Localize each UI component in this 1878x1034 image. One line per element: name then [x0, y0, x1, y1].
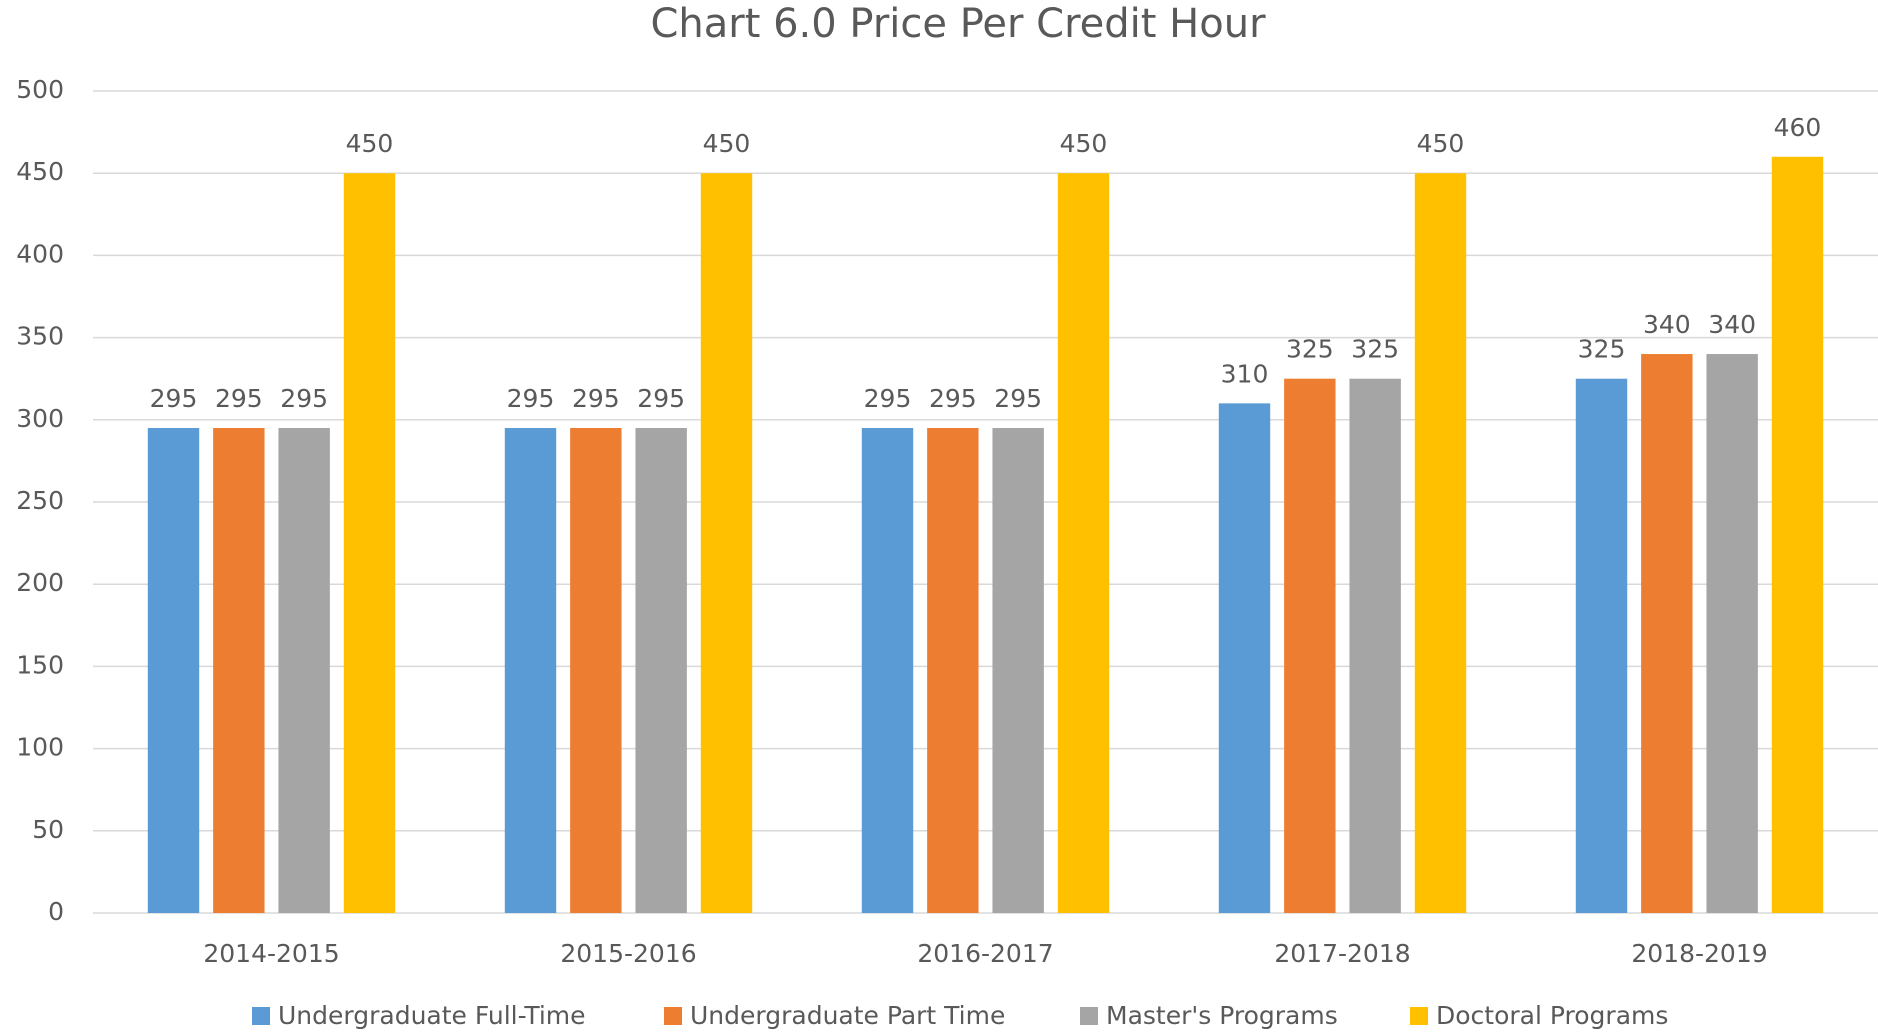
y-tick-label: 500 — [16, 75, 64, 104]
y-tick-label: 250 — [16, 486, 64, 515]
data-label: 460 — [1774, 113, 1822, 142]
data-label: 450 — [346, 129, 394, 158]
bar — [1349, 378, 1401, 913]
data-label: 295 — [929, 384, 977, 413]
legend-label: Master's Programs — [1106, 1001, 1338, 1030]
legend-label: Undergraduate Part Time — [690, 1001, 1005, 1030]
x-tick-label: 2018-2019 — [1631, 939, 1767, 968]
y-tick-label: 300 — [16, 404, 64, 433]
bar — [700, 173, 753, 913]
bar — [570, 428, 622, 913]
data-label: 340 — [1708, 310, 1756, 339]
data-label: 340 — [1643, 310, 1691, 339]
bar — [1641, 354, 1693, 913]
legend-label: Doctoral Programs — [1436, 1001, 1668, 1030]
bar — [1284, 378, 1336, 913]
chart-title: Chart 6.0 Price Per Credit Hour — [650, 1, 1266, 47]
bar — [927, 428, 979, 913]
y-tick-label: 150 — [16, 650, 64, 679]
data-label: 310 — [1221, 359, 1269, 388]
x-tick-label: 2016-2017 — [917, 939, 1053, 968]
bar — [1218, 403, 1271, 913]
bar — [861, 428, 914, 913]
data-label: 450 — [703, 129, 751, 158]
bar — [147, 428, 200, 913]
bar — [1706, 354, 1758, 913]
bar — [213, 428, 265, 913]
data-label: 295 — [864, 384, 912, 413]
x-tick-label: 2014-2015 — [203, 939, 339, 968]
bar — [1771, 156, 1824, 913]
y-tick-label: 400 — [16, 239, 64, 268]
data-label: 295 — [994, 384, 1042, 413]
legend-label: Undergraduate Full-Time — [278, 1001, 586, 1030]
legend-swatch — [1080, 1007, 1098, 1025]
legend-swatch — [664, 1007, 682, 1025]
legend-swatch — [252, 1007, 270, 1025]
data-label: 450 — [1417, 129, 1465, 158]
y-tick-label: 100 — [16, 733, 64, 762]
data-label: 295 — [572, 384, 620, 413]
data-label: 295 — [507, 384, 555, 413]
data-label: 295 — [637, 384, 685, 413]
y-tick-label: 50 — [32, 815, 64, 844]
data-label: 295 — [280, 384, 328, 413]
bar — [635, 428, 687, 913]
bar — [1057, 173, 1110, 913]
y-tick-label: 450 — [16, 157, 64, 186]
bar — [1575, 378, 1628, 913]
bar — [343, 173, 396, 913]
y-tick-label: 350 — [16, 322, 64, 351]
data-label: 295 — [215, 384, 263, 413]
y-tick-label: 0 — [48, 897, 64, 926]
x-tick-label: 2015-2016 — [560, 939, 696, 968]
data-label: 325 — [1578, 335, 1626, 364]
data-label: 325 — [1351, 335, 1399, 364]
bar — [504, 428, 557, 913]
bar — [992, 428, 1044, 913]
data-label: 295 — [150, 384, 198, 413]
y-tick-label: 200 — [16, 568, 64, 597]
x-tick-label: 2017-2018 — [1274, 939, 1410, 968]
bar — [278, 428, 330, 913]
data-label: 325 — [1286, 335, 1334, 364]
data-label: 450 — [1060, 129, 1108, 158]
bar — [1414, 173, 1467, 913]
legend-swatch — [1410, 1007, 1428, 1025]
